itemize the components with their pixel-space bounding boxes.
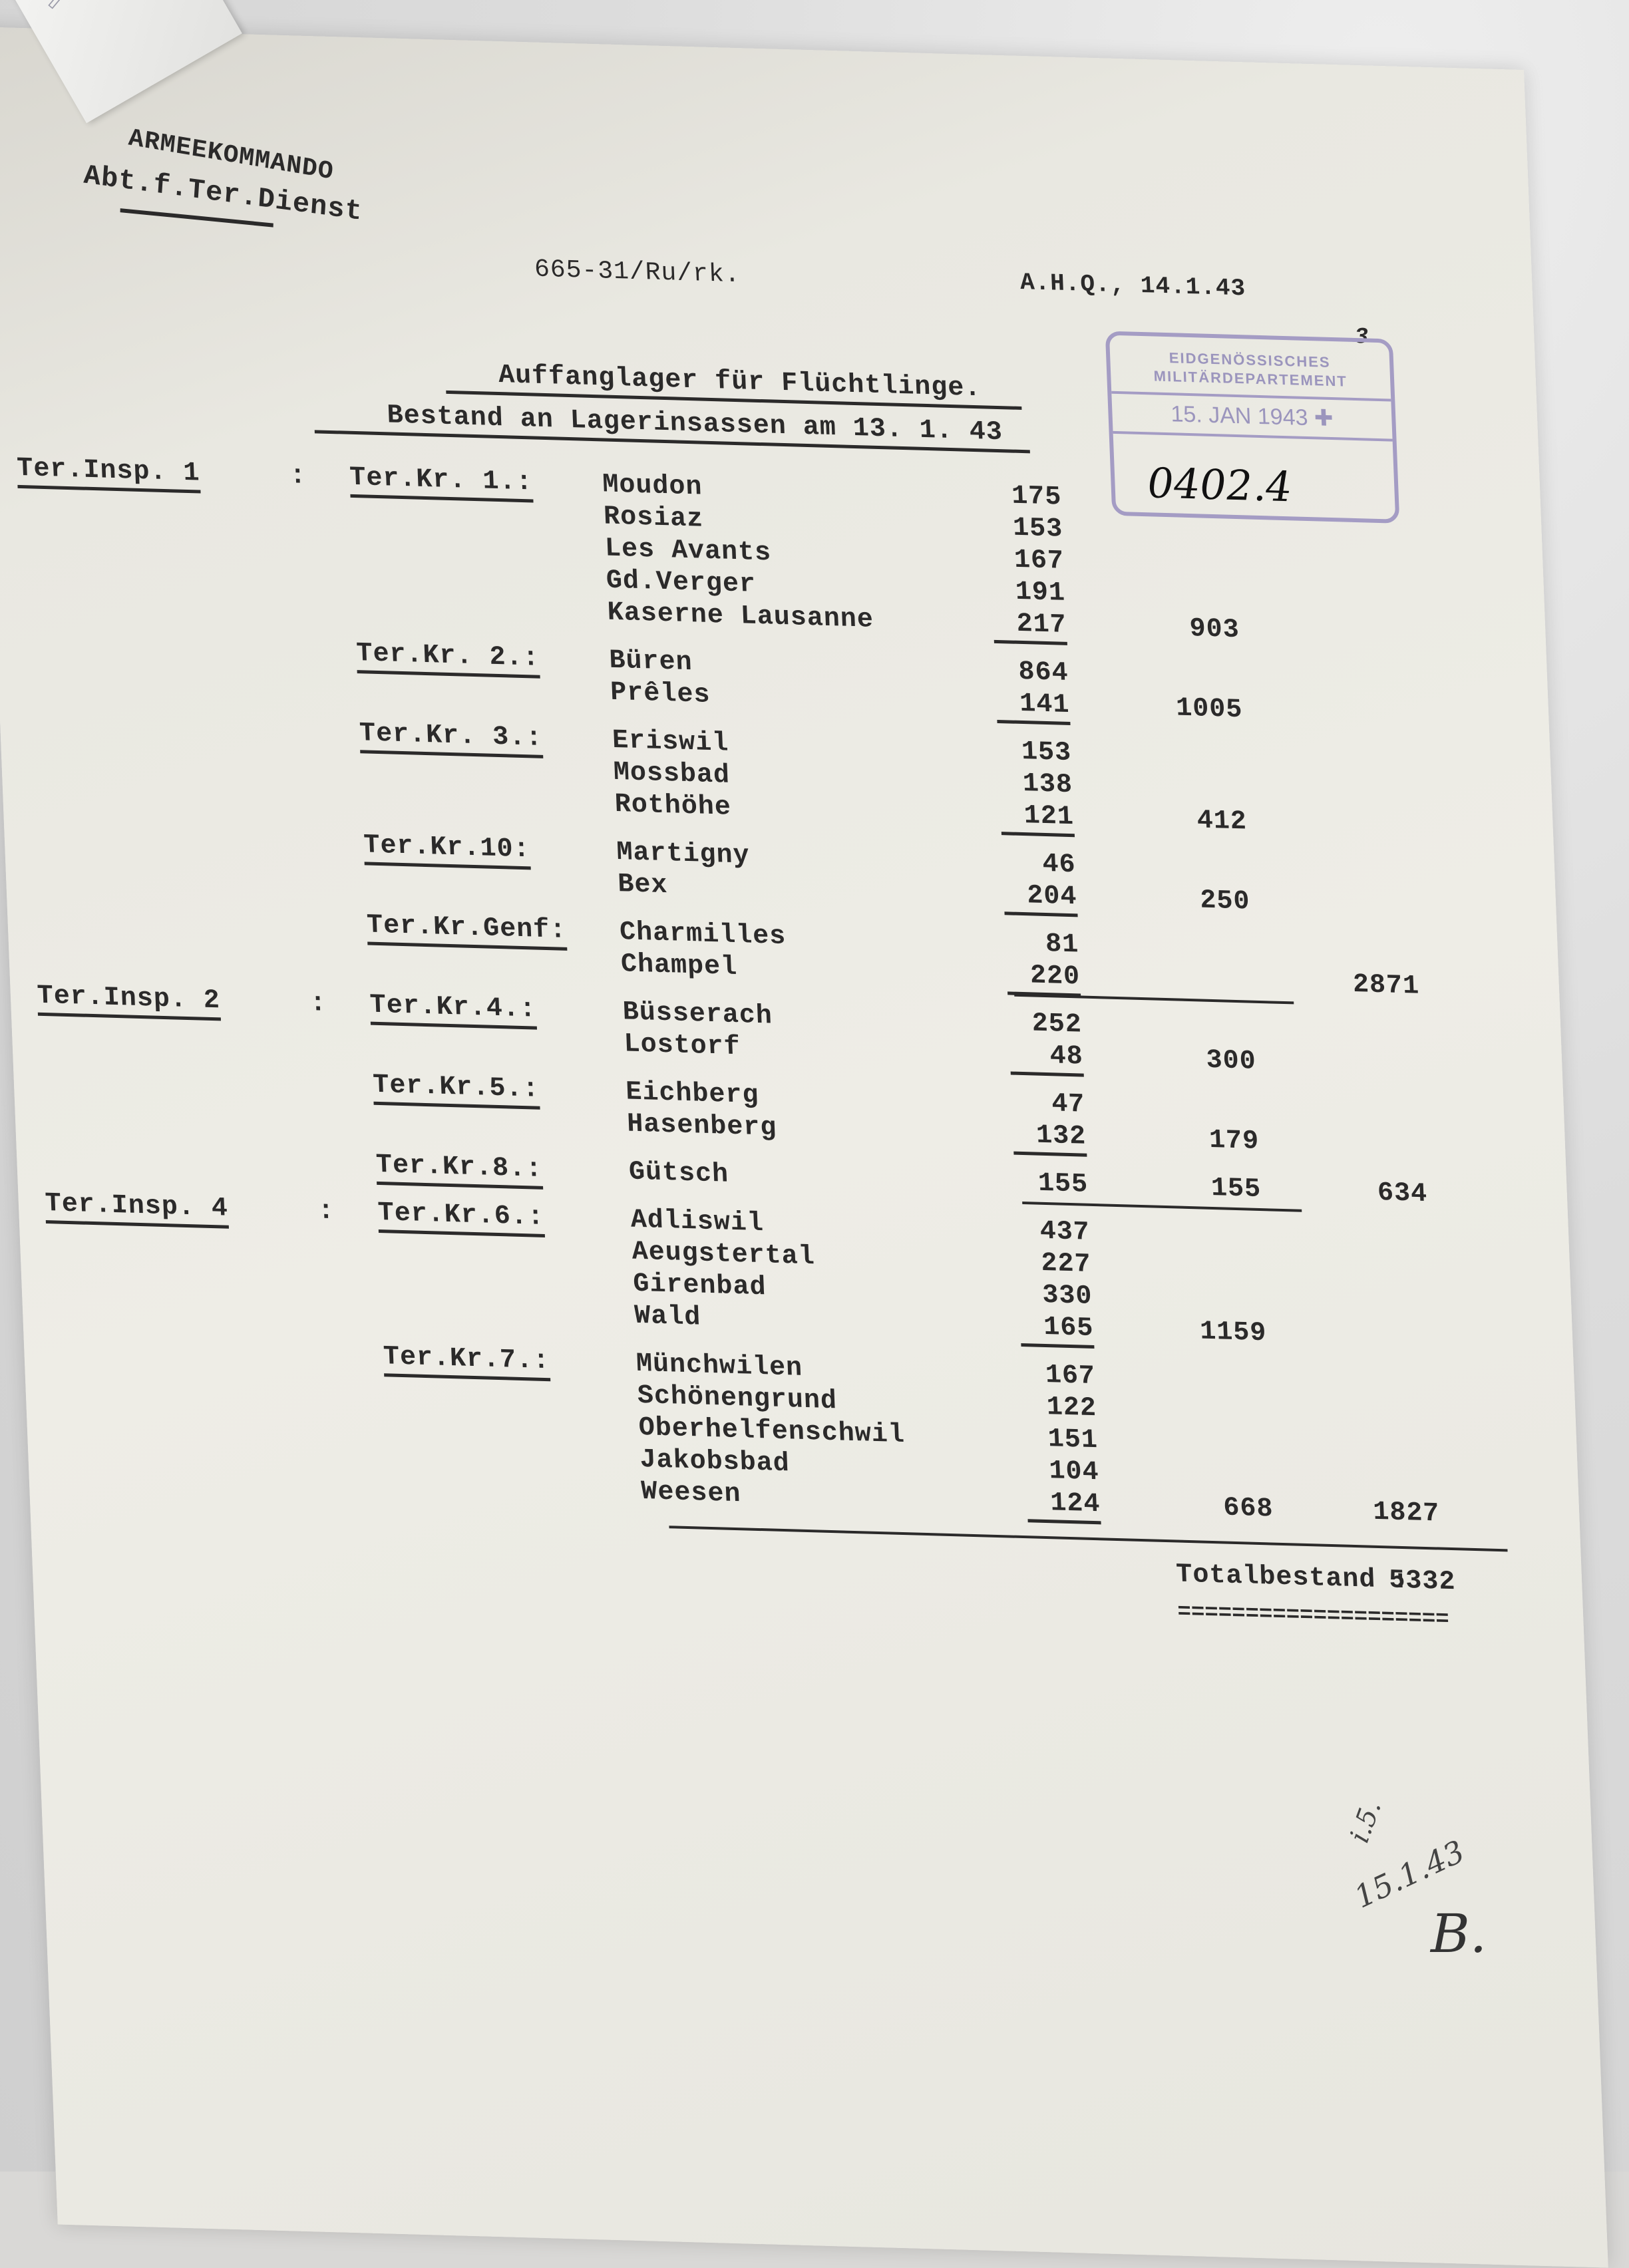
camp-name: Wald — [634, 1301, 702, 1333]
kreis-label: Ter.Kr. 2.: — [355, 639, 540, 679]
camp-count: 124 — [1026, 1488, 1101, 1525]
kreis-label: Ter.Kr.6.: — [377, 1198, 546, 1237]
camp-name: Prêles — [610, 677, 711, 711]
camp-count: 153 — [1012, 513, 1064, 545]
camp-name: Bex — [617, 870, 669, 901]
inspection-label: Ter.Insp. 1 — [16, 453, 201, 494]
inspection-colon: : — [309, 989, 327, 1019]
camp-name: Champel — [620, 949, 739, 983]
reference-number: 665-31/Ru/rk. — [534, 255, 741, 290]
camp-count: 132 — [1012, 1120, 1087, 1157]
inspection-total: 634 — [1377, 1178, 1428, 1210]
stamp-date: 15. JAN 1943 — [1170, 401, 1309, 431]
kreis-label: Ter.Kr.Genf: — [366, 910, 568, 951]
camp-count: 81 — [1045, 929, 1080, 961]
total-double-underline: ==================== — [1176, 1599, 1450, 1633]
camp-name: Gd.Verger — [606, 566, 757, 600]
camp-count: 122 — [1046, 1392, 1097, 1424]
camp-name: Jakobsbad — [639, 1444, 791, 1480]
camp-count: 437 — [1039, 1216, 1091, 1248]
camp-count: 121 — [1000, 800, 1075, 838]
kreis-subtotal: 250 — [1199, 886, 1251, 917]
camp-name: Lostorf — [623, 1029, 741, 1063]
place-date: A.H.Q., 14.1.43 — [1019, 268, 1246, 303]
kreis-label: Ter.Kr.5.: — [372, 1070, 540, 1110]
kreis-label: Ter.Kr. 3.: — [359, 719, 544, 758]
camp-name: Aeugstertal — [631, 1237, 816, 1273]
camp-name: Büren — [608, 645, 693, 679]
camp-count: 48 — [1009, 1040, 1084, 1077]
camp-name: Rosiaz — [603, 502, 705, 535]
handwritten-file-number: 0402.4 — [1147, 458, 1293, 512]
camp-name: Moudon — [602, 470, 703, 503]
camp-count: 153 — [1021, 736, 1073, 769]
swiss-cross-icon: ✚ — [1314, 405, 1334, 432]
kreis-subtotal: 300 — [1205, 1045, 1257, 1077]
document-title: Auffanglager für Flüchtlinge. — [445, 359, 1022, 410]
camp-name: Mossbad — [613, 757, 731, 791]
camp-name: Schönengrund — [637, 1380, 838, 1417]
handwritten-initial: B. — [1431, 1903, 1487, 1965]
camp-name: Kaserne Lausanne — [606, 597, 874, 635]
inspection-colon: : — [289, 461, 307, 492]
inspection-total: 2871 — [1352, 969, 1420, 1002]
camp-name: Hasenberg — [626, 1109, 778, 1144]
camp-count: 220 — [1006, 960, 1081, 997]
camp-count: 104 — [1048, 1456, 1100, 1488]
total-label: Totalbestand : — [1175, 1559, 1410, 1597]
camp-name: Oberhelfenschwil — [637, 1412, 906, 1451]
camp-count: 165 — [1019, 1311, 1095, 1349]
camp-count: 252 — [1031, 1009, 1083, 1041]
camp-name: Adliswil — [630, 1205, 765, 1239]
kreis-subtotal: 903 — [1188, 614, 1240, 646]
camp-count: 175 — [1011, 481, 1063, 513]
kreis-label: Ter.Kr. 1.: — [349, 462, 534, 503]
camp-name: Martigny — [616, 837, 751, 872]
camp-count: 191 — [1015, 577, 1066, 609]
camp-name: Eriswil — [612, 725, 730, 759]
camp-count: 227 — [1040, 1248, 1092, 1280]
camp-count: 217 — [992, 608, 1067, 645]
kreis-label: Ter.Kr.8.: — [375, 1150, 544, 1190]
kreis-label: Ter.Kr.10: — [363, 830, 531, 870]
camp-name: Les Avants — [604, 534, 773, 569]
camp-count: 330 — [1041, 1280, 1093, 1312]
stamp-authority: EIDGENÖSSISCHES MILITÄRDEPARTEMENT — [1153, 349, 1348, 390]
camp-count: 155 — [1037, 1168, 1089, 1200]
camp-count: 138 — [1022, 769, 1073, 801]
camp-count: 167 — [1013, 545, 1065, 577]
kreis-label: Ter.Kr.4.: — [369, 990, 538, 1030]
inspection-label: Ter.Insp. 2 — [37, 981, 222, 1021]
camp-count: 47 — [1051, 1089, 1086, 1120]
document-page: ARMEEKOMMANDO Abt.f.Ter.Dienst 665-31/Ru… — [0, 27, 1608, 2268]
kreis-subtotal: 1159 — [1199, 1317, 1268, 1349]
grand-total: 5332 — [1388, 1565, 1457, 1598]
kreis-subtotal: 1005 — [1175, 693, 1244, 726]
camp-name: Münchwilen — [635, 1349, 804, 1384]
kreis-label: Ter.Kr.7.: — [383, 1342, 551, 1382]
inspection-colon: : — [317, 1196, 335, 1227]
camp-count: 204 — [1003, 880, 1078, 917]
camp-name: Rothöhe — [614, 789, 732, 823]
camp-name: Gütsch — [628, 1157, 729, 1190]
kreis-subtotal: 179 — [1208, 1125, 1260, 1157]
camp-name: Büsserach — [622, 997, 773, 1032]
camp-name: Girenbad — [632, 1269, 767, 1303]
camp-count: 46 — [1041, 849, 1077, 881]
total-rule — [1014, 993, 1294, 1005]
camp-name: Weesen — [640, 1477, 742, 1510]
camp-count: 864 — [1017, 657, 1069, 689]
camp-count: 141 — [996, 688, 1071, 726]
inspection-label: Ter.Insp. 4 — [44, 1188, 230, 1229]
camp-count: 167 — [1045, 1360, 1097, 1392]
camp-name: Charmilles — [619, 917, 787, 953]
camp-name: Eichberg — [625, 1077, 760, 1111]
kreis-subtotal: 412 — [1196, 806, 1248, 838]
inspection-total: 1827 — [1372, 1497, 1441, 1530]
camp-count: 151 — [1047, 1424, 1099, 1456]
kreis-subtotal: 668 — [1222, 1493, 1274, 1525]
kreis-subtotal: 155 — [1210, 1173, 1262, 1206]
grand-total-rule — [669, 1526, 1508, 1552]
